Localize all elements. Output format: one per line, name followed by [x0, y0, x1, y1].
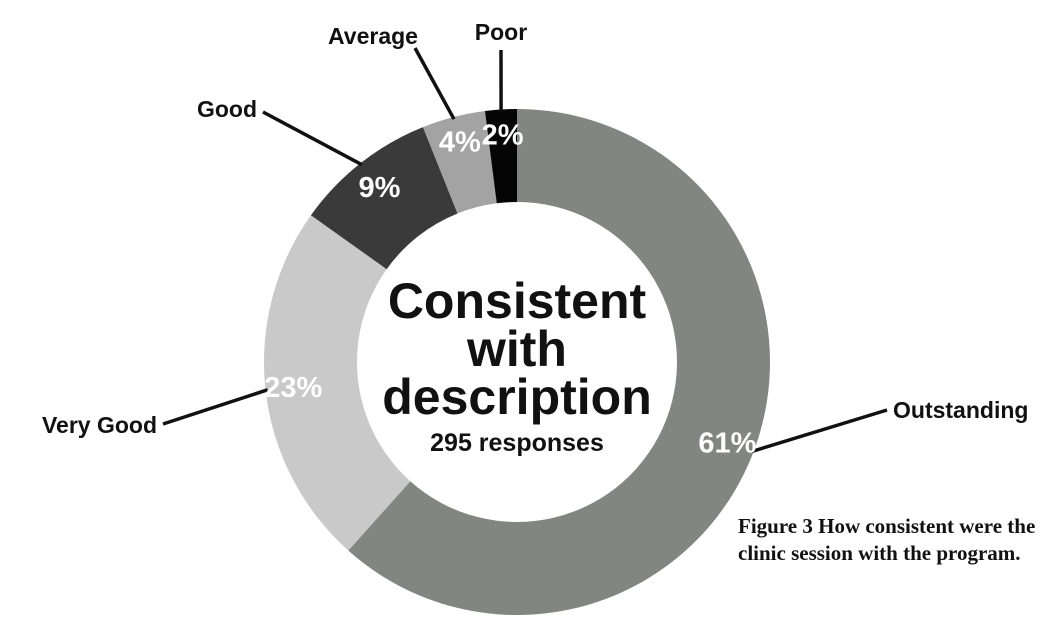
- slice-average: [422, 111, 497, 214]
- chart-title: Consistent with description: [382, 273, 651, 425]
- category-label-good: Good: [197, 96, 257, 122]
- category-label-average: Average: [328, 23, 418, 49]
- chart-title-line: Consistent: [388, 273, 647, 329]
- slice-good: [310, 127, 458, 270]
- chart-title-line: description: [382, 369, 651, 425]
- value-label-poor: 2%: [482, 120, 524, 152]
- slice-poor: [484, 109, 517, 204]
- figure-caption: Figure 3 How consistent were the clinic …: [738, 514, 1036, 565]
- leader-line-good: [262, 110, 363, 167]
- value-label-very-good: 23%: [264, 372, 322, 404]
- slice-outstanding: [348, 109, 770, 615]
- value-label-average: 4%: [439, 127, 481, 159]
- category-label-poor: Poor: [475, 19, 527, 45]
- leader-line-very-good: [162, 388, 269, 426]
- chart-value-labels: 61% 23% 9% 4% 2%: [264, 120, 756, 460]
- category-label-very-good: Very Good: [42, 412, 157, 438]
- leader-line-outstanding: [750, 408, 888, 454]
- chart-leader-lines: [162, 47, 888, 454]
- chart-title-line: with: [466, 321, 567, 377]
- category-label-outstanding: Outstanding: [893, 397, 1028, 423]
- chart-slices: [263, 109, 770, 615]
- value-label-good: 9%: [358, 172, 400, 204]
- slice-very-good: [263, 215, 411, 551]
- chart-category-labels: Outstanding Very Good Good Average Poor: [42, 19, 1028, 438]
- leader-line-average: [413, 47, 456, 120]
- chart-subtitle: 295 responses: [430, 429, 604, 457]
- value-label-outstanding: 61%: [698, 427, 756, 459]
